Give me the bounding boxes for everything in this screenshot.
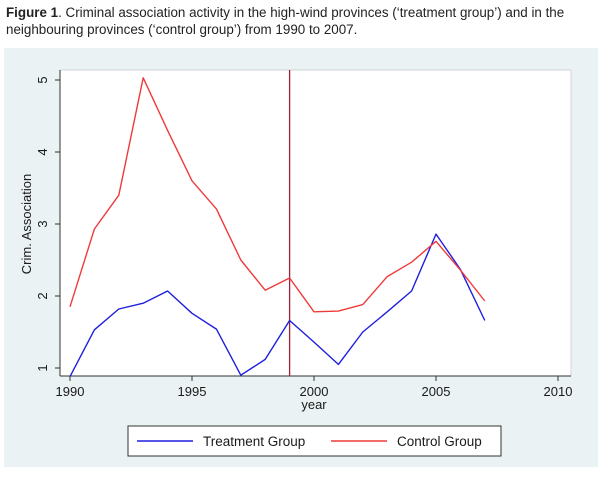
legend-label-control: Control Group: [397, 434, 482, 449]
axes: 1990 1995 2000 2005 2010 1 2 3 4 5 year Crim. Assoc…: [19, 70, 572, 412]
x-tick-label: 2005: [422, 384, 451, 399]
control-group-line: [69, 77, 486, 313]
figure-caption-text: . Criminal association activity in the h…: [6, 5, 565, 37]
x-tick-label: 1990: [56, 384, 85, 399]
figure-caption: Figure 1. Criminal association activity …: [6, 4, 596, 38]
figure-label: Figure 1: [6, 5, 59, 20]
y-tick-label: 2: [35, 292, 50, 299]
y-tick-label: 4: [35, 148, 50, 155]
legend: Treatment Group Control Group: [127, 425, 502, 457]
y-axis-title: Crim. Association: [19, 174, 34, 274]
x-axis-title: year: [301, 397, 327, 412]
y-tick-label: 1: [35, 364, 50, 371]
x-tick-label: 2010: [544, 384, 573, 399]
y-tick-label: 3: [35, 220, 50, 227]
treatment-group-line: [69, 233, 486, 377]
plot-area: [59, 69, 572, 377]
x-tick-label: 2000: [300, 384, 329, 399]
series-layer: [69, 77, 486, 377]
y-tick-label: 5: [35, 76, 50, 83]
legend-label-treatment: Treatment Group: [203, 434, 305, 449]
x-tick-label: 1995: [178, 384, 207, 399]
